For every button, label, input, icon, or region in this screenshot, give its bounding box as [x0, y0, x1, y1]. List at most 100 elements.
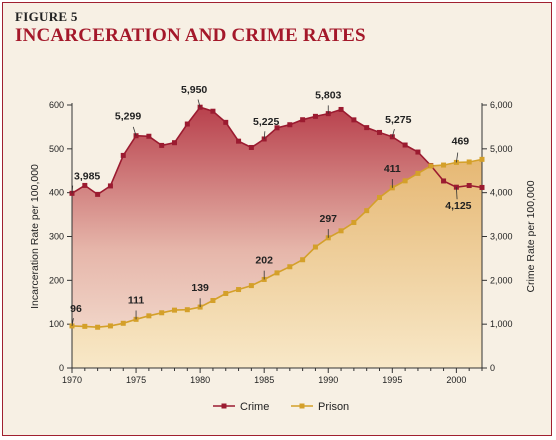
- crime-point: [210, 108, 216, 114]
- prison-point: [223, 290, 229, 296]
- y-right-tick-label: 6,000: [490, 100, 513, 110]
- crime-legend-label: Crime: [240, 401, 269, 413]
- prison-data-label: 202: [255, 254, 273, 266]
- crime-point: [300, 117, 306, 123]
- crime-point: [107, 183, 113, 189]
- prison-point: [441, 162, 447, 168]
- crime-point: [248, 144, 254, 150]
- crime-point: [351, 117, 357, 123]
- x-tick-label: 1985: [254, 375, 274, 385]
- x-tick-label: 2000: [446, 375, 466, 385]
- y-right-tick-label: 5,000: [490, 144, 513, 154]
- figure-label: FIGURE 5: [15, 9, 78, 24]
- prison-point: [351, 219, 357, 225]
- prison-point: [479, 156, 485, 162]
- prison-data-label: 411: [384, 163, 401, 175]
- prison-area: [72, 159, 482, 368]
- prison-data-label-leader: [71, 318, 74, 326]
- prison-legend-marker: [299, 403, 305, 409]
- prison-point: [210, 297, 216, 303]
- crime-data-label-leader: [71, 185, 74, 194]
- crime-data-label-leader: [455, 187, 458, 200]
- crime-data-label-leader: [263, 131, 266, 140]
- y-left-tick-label: 500: [49, 144, 64, 154]
- prison-data-label: 469: [452, 135, 470, 147]
- prison-point: [402, 178, 408, 184]
- crime-point: [338, 106, 344, 112]
- crime-point: [287, 122, 293, 128]
- crime-data-label: 4,125: [445, 200, 471, 212]
- crime-point: [402, 142, 408, 148]
- prison-point: [172, 307, 177, 313]
- crime-point: [236, 138, 242, 144]
- crime-data-label: 5,950: [181, 84, 207, 96]
- crime-point: [364, 125, 370, 131]
- prison-point: [428, 163, 434, 169]
- crime-point: [172, 140, 177, 146]
- crime-point: [95, 191, 101, 197]
- crime-point: [274, 125, 280, 131]
- crime-data-label: 5,275: [385, 114, 411, 126]
- crime-point: [159, 142, 165, 148]
- crime-point: [415, 149, 421, 155]
- prison-point: [248, 283, 254, 289]
- prison-point: [107, 323, 113, 329]
- crime-point: [377, 129, 382, 135]
- crime-legend-marker: [221, 403, 227, 409]
- prison-point: [146, 313, 152, 319]
- crime-data-label: 3,985: [74, 170, 100, 182]
- y-right-tick-label: 2,000: [490, 275, 513, 285]
- prison-point: [274, 270, 280, 276]
- prison-data-label: 96: [70, 303, 82, 315]
- y-left-tick-label: 400: [49, 188, 64, 198]
- x-tick-label: 1990: [318, 375, 338, 385]
- crime-data-label-leader: [391, 128, 395, 137]
- y-right-axis-title: Crime Rate per 100,000: [525, 180, 537, 292]
- crime-point: [184, 121, 190, 127]
- prison-data-label-leader: [455, 152, 459, 163]
- prison-point: [236, 287, 242, 293]
- prison-point: [287, 264, 293, 270]
- crime-point: [223, 119, 229, 125]
- crime-point: [312, 113, 318, 119]
- prison-point: [466, 159, 472, 165]
- y-left-axis-title: Incarceration Rate per 100,000: [29, 164, 41, 309]
- figure-title: INCARCERATION AND CRIME RATES: [15, 25, 366, 46]
- y-right-tick-label: 1,000: [490, 319, 513, 329]
- crime-data-label: 5,803: [315, 90, 341, 102]
- crime-point: [466, 183, 472, 189]
- x-tick-label: 1995: [382, 375, 402, 385]
- crime-point: [479, 184, 485, 190]
- prison-point: [95, 324, 101, 330]
- prison-data-label: 111: [128, 294, 145, 306]
- prison-point: [364, 208, 370, 214]
- prison-point: [159, 310, 165, 316]
- crime-data-label-leader: [197, 99, 201, 108]
- y-left-tick-label: 300: [49, 232, 64, 242]
- prison-point: [120, 320, 126, 326]
- x-tick-label: 1970: [62, 375, 82, 385]
- y-left-tick-label: 0: [59, 363, 64, 373]
- prison-point: [415, 170, 421, 176]
- y-left-tick-label: 100: [49, 319, 64, 329]
- y-left-tick-label: 600: [49, 100, 64, 110]
- prison-legend-label: Prison: [318, 401, 349, 413]
- y-right-tick-label: 0: [490, 363, 495, 373]
- prison-point: [338, 228, 344, 234]
- crime-data-label: 5,299: [115, 111, 141, 123]
- prison-data-label: 139: [191, 282, 209, 294]
- y-right-tick-label: 4,000: [490, 188, 513, 198]
- crime-point: [120, 152, 126, 158]
- crime-point: [441, 178, 447, 184]
- y-left-tick-label: 200: [49, 275, 64, 285]
- prison-data-label: 297: [319, 213, 337, 225]
- prison-point: [184, 307, 190, 313]
- prison-point: [300, 257, 306, 263]
- x-tick-label: 1975: [126, 375, 146, 385]
- y-right-tick-label: 3,000: [490, 232, 513, 242]
- prison-point: [312, 244, 318, 250]
- crime-data-label-leader: [132, 126, 137, 136]
- x-tick-label: 1980: [190, 375, 210, 385]
- prison-point: [82, 323, 88, 329]
